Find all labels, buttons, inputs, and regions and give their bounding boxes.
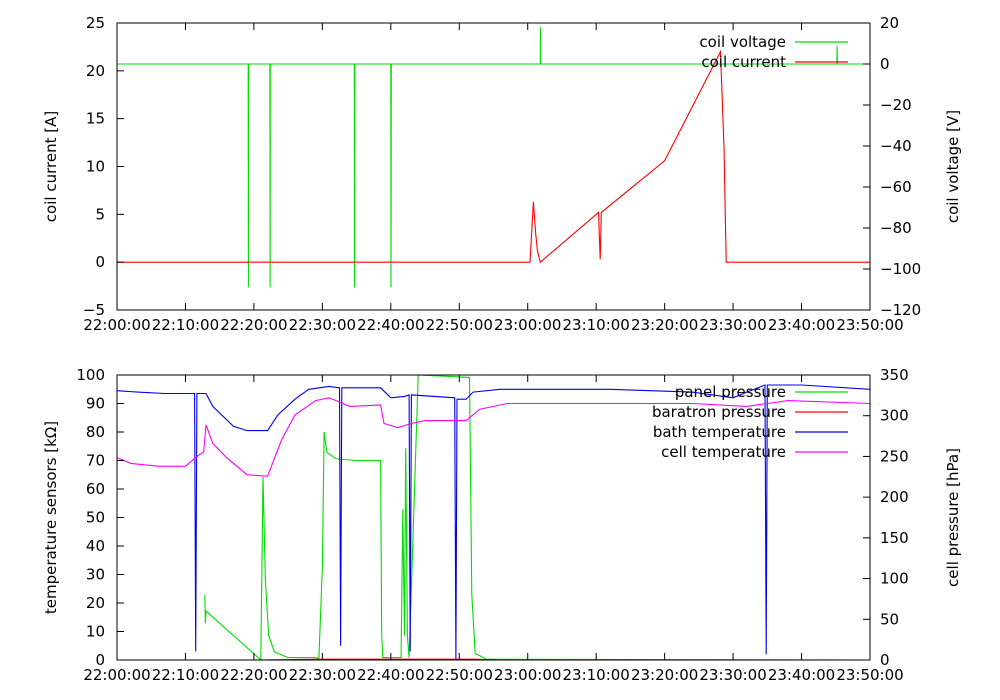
x-tick-label: 23:40:00 (768, 666, 835, 684)
y2-tick-label: 100 (880, 570, 909, 588)
y-axis-label: temperature sensors [kΩ] (42, 421, 60, 614)
y-tick-label: 80 (86, 423, 105, 441)
y2-tick-label: −20 (880, 96, 912, 114)
x-tick-label: 22:50:00 (426, 666, 493, 684)
x-tick-label: 23:40:00 (768, 316, 835, 334)
sensor-chart: 22:00:00 22:10:00 22:20:00 22:30:00 22:40:00… (42, 366, 962, 684)
x-tick-label: 22:40:00 (357, 666, 424, 684)
y-axis-label: coil current [A] (42, 111, 60, 222)
y2-tick-label: 300 (880, 407, 909, 425)
y-tick-label: 60 (86, 480, 105, 498)
legend-label-bath-temperature: bath temperature (653, 423, 786, 441)
y-tick-label: 50 (86, 509, 105, 527)
y-tick-label: 0 (95, 253, 105, 271)
y2-axis-label: coil voltage [V] (944, 110, 962, 223)
y2-tick-label: 50 (880, 610, 899, 628)
series-line-coil-voltage (117, 27, 870, 288)
legend-label-coil-voltage: coil voltage (699, 33, 786, 51)
legend-label-cell-temperature: cell temperature (661, 443, 786, 461)
x-tick-label: 23:10:00 (562, 316, 629, 334)
x-tick-label: 22:20:00 (220, 316, 287, 334)
y2-tick-label: −40 (880, 137, 912, 155)
y2-tick-label: 0 (880, 55, 890, 73)
legend-label-baratron-pressure: baratron pressure (652, 403, 786, 421)
y2-tick-label: 20 (880, 14, 899, 32)
y-tick-label: 30 (86, 566, 105, 584)
y-tick-label: 0 (95, 651, 105, 669)
y-tick-label: 100 (76, 366, 105, 384)
x-tick-label: 23:20:00 (631, 316, 698, 334)
x-tick-label: 23:30:00 (699, 316, 766, 334)
series-line-coil-current (117, 49, 870, 264)
y2-tick-label: 250 (880, 447, 909, 465)
x-tick-label: 23:00:00 (494, 666, 561, 684)
x-tick-label: 23:10:00 (562, 666, 629, 684)
y-tick-label: 20 (86, 62, 105, 80)
x-tick-label: 22:10:00 (152, 316, 219, 334)
x-tick-label: 22:30:00 (289, 666, 356, 684)
y2-tick-label: −60 (880, 178, 912, 196)
legend-label-panel-pressure: panel pressure (675, 383, 786, 401)
x-tick-label: 22:40:00 (357, 316, 424, 334)
x-tick-label: 22:20:00 (220, 666, 287, 684)
coil-chart: 22:00:00 22:10:00 22:20:00 22:30:00 22:40:00… (42, 14, 962, 334)
y-tick-label: 20 (86, 594, 105, 612)
y-tick-label: 10 (86, 623, 105, 641)
y-tick-label: 10 (86, 158, 105, 176)
x-tick-label: 22:00:00 (83, 316, 150, 334)
y2-axis-label: cell pressure [hPa] (944, 448, 962, 587)
x-tick-label: 23:20:00 (631, 666, 698, 684)
y2-tick-label: −80 (880, 219, 912, 237)
y2-tick-label: 150 (880, 529, 909, 547)
y2-tick-label: 350 (880, 366, 909, 384)
y-tick-label: 90 (86, 395, 105, 413)
legend-label-coil-current: coil current (701, 53, 786, 71)
y2-tick-label: −100 (880, 260, 921, 278)
y2-tick-label: 200 (880, 488, 909, 506)
y-tick-label: 25 (86, 14, 105, 32)
y2-tick-label: 0 (880, 651, 890, 669)
x-tick-label: 23:30:00 (699, 666, 766, 684)
x-tick-label: 22:00:00 (83, 666, 150, 684)
x-tick-label: 23:50:00 (836, 666, 903, 684)
x-tick-label: 22:50:00 (426, 316, 493, 334)
y-tick-label: 5 (95, 205, 105, 223)
series-line-bath-temperature (116, 384, 871, 661)
x-tick-label: 23:00:00 (494, 316, 561, 334)
y-tick-label: −5 (83, 301, 105, 319)
x-tick-label: 22:10:00 (152, 666, 219, 684)
x-tick-label: 23:50:00 (836, 316, 903, 334)
y-tick-label: 70 (86, 452, 105, 470)
x-tick-label: 22:30:00 (289, 316, 356, 334)
y-tick-label: 15 (86, 110, 105, 128)
series-line-cell-temperature (116, 397, 871, 477)
y2-tick-label: −120 (880, 301, 921, 319)
y-tick-label: 40 (86, 537, 105, 555)
